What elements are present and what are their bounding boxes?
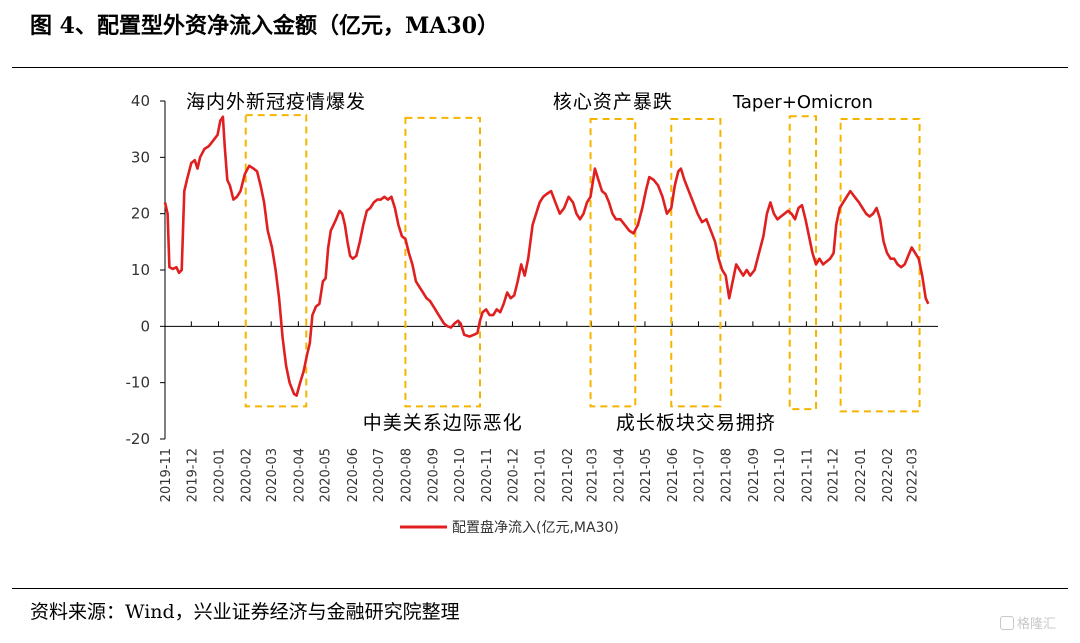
- x-ticks: [164, 321, 913, 327]
- x-tick-label: 2020-01: [213, 448, 228, 502]
- x-tick-label: 2021-04: [613, 448, 628, 502]
- x-tick-label: 2021-06: [666, 448, 681, 502]
- annotation-box: [839, 118, 921, 413]
- axes: [160, 100, 938, 440]
- x-tick-label: 2020-09: [427, 448, 442, 502]
- chart: 40 30 20 10 0 -10 -20 2019-11 2019-12 2020-01 202…: [126, 91, 938, 536]
- x-tick-label: 2020-02: [240, 448, 255, 502]
- x-tick-label: 2021-10: [773, 448, 788, 502]
- y-tick-label: -20: [126, 430, 151, 448]
- series-line: [163, 115, 930, 397]
- y-tick-label: 40: [131, 92, 150, 110]
- annotation-boxes: [244, 114, 921, 413]
- annotation-box: [404, 116, 481, 408]
- watermark-text: 格隆汇: [1017, 617, 1057, 632]
- x-tick-label: 2021-09: [747, 448, 762, 502]
- x-tick-label: 2019-12: [185, 448, 200, 502]
- x-tick-label: 2021-05: [639, 448, 654, 502]
- x-tick-label: 2020-05: [319, 448, 334, 502]
- x-tick-label: 2019-11: [159, 448, 174, 502]
- x-tick-labels: 2019-11 2019-12 2020-01 2020-02 2020-03 2020-…: [159, 448, 921, 502]
- source-note: 资料来源：Wind，兴业证券经济与金融研究院整理: [30, 601, 460, 623]
- watermark-logo-icon: [1000, 616, 1014, 630]
- x-tick-label: 2020-11: [480, 448, 495, 502]
- series-layer: [163, 115, 930, 397]
- bottom-rule: [12, 588, 1068, 589]
- annotation-box: [670, 118, 722, 408]
- x-tick-label: 2021-01: [534, 448, 549, 502]
- x-tick-label: 2020-03: [265, 448, 280, 502]
- x-tick-label: 2020-06: [346, 448, 361, 502]
- annotation-box: [244, 114, 308, 408]
- y-axis-labels: 40 30 20 10 0 -10 -20: [126, 92, 151, 448]
- watermark: 格隆汇: [1000, 613, 1056, 632]
- x-tick-label: 2022-01: [854, 448, 869, 502]
- x-tick-label: 2020-04: [292, 448, 307, 502]
- x-tick-label: 2020-12: [506, 448, 521, 502]
- annotation-label: 中美关系边际恶化: [363, 412, 523, 434]
- x-tick-label: 2021-12: [827, 448, 842, 502]
- annotation-box: [788, 115, 818, 411]
- x-tick-label: 2022-02: [881, 448, 896, 502]
- legend-label: 配置盘净流入(亿元,MA30): [452, 519, 619, 536]
- x-tick-label: 2022-03: [906, 448, 921, 502]
- annotation-label: Taper+Omicron: [732, 92, 873, 113]
- annotation-box: [589, 118, 637, 408]
- y-tick-label: 0: [140, 317, 150, 335]
- x-tick-label: 2020-07: [372, 448, 387, 502]
- x-tick-label: 2021-11: [800, 448, 815, 502]
- y-tick-label: 10: [131, 261, 150, 279]
- legend: 配置盘净流入(亿元,MA30): [400, 519, 619, 536]
- y-tick-label: 30: [131, 148, 150, 166]
- x-tick-label: 2021-02: [561, 448, 576, 502]
- x-tick-label: 2020-10: [453, 448, 468, 502]
- y-tick-label: -10: [126, 374, 151, 392]
- figure-title: 图 4、配置型外资净流入金额（亿元，MA30）: [30, 13, 500, 39]
- annotation-label: 核心资产暴跌: [553, 91, 673, 113]
- x-tick-label: 2021-03: [585, 448, 600, 502]
- y-tick-label: 20: [131, 205, 150, 223]
- x-tick-label: 2021-07: [692, 448, 707, 502]
- top-rule: [12, 67, 1068, 68]
- x-tick-label: 2020-08: [399, 448, 414, 502]
- annotation-label: 海内外新冠疫情爆发: [186, 91, 366, 113]
- annotation-label: 成长板块交易拥挤: [616, 412, 776, 434]
- x-tick-label: 2021-08: [720, 448, 735, 502]
